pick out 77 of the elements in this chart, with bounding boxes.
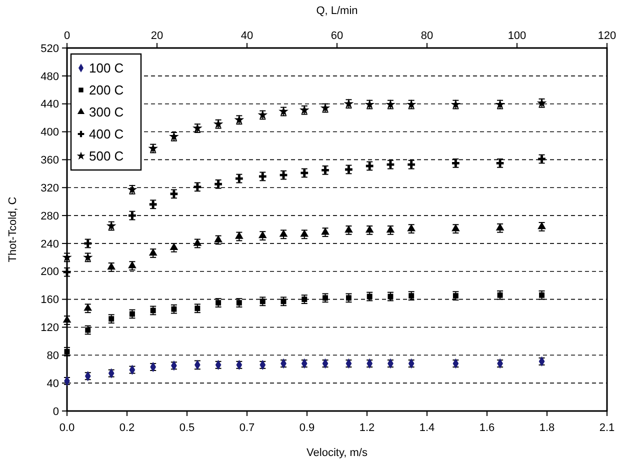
x2-axis-title: Q, L/min bbox=[316, 5, 358, 17]
x-tick-label: 1.4 bbox=[419, 422, 435, 434]
point bbox=[128, 260, 136, 268]
point bbox=[539, 292, 545, 298]
point bbox=[107, 262, 116, 270]
x-tick-label: 1.6 bbox=[479, 422, 495, 434]
legend-label: 300 C bbox=[89, 104, 124, 120]
point bbox=[280, 298, 286, 304]
point bbox=[321, 227, 330, 235]
point bbox=[171, 306, 177, 312]
point bbox=[497, 292, 503, 298]
point bbox=[216, 300, 222, 306]
point bbox=[85, 327, 91, 333]
x2-tick-label: 80 bbox=[420, 30, 434, 42]
y-tick-label: 160 bbox=[40, 294, 59, 306]
y-tick-label: 200 bbox=[40, 266, 59, 278]
point bbox=[452, 224, 460, 232]
point bbox=[64, 348, 70, 354]
point bbox=[258, 230, 267, 238]
x-tick-label: 0.2 bbox=[119, 422, 135, 434]
x-axis-title: Velocity, m/s bbox=[306, 447, 368, 459]
point bbox=[170, 242, 178, 250]
point bbox=[150, 308, 156, 314]
y-tick-label: 280 bbox=[40, 210, 59, 222]
point bbox=[214, 235, 222, 242]
y-tick-label: 0 bbox=[52, 406, 59, 418]
x-tick-label: 2.1 bbox=[599, 422, 615, 434]
y-tick-label: 360 bbox=[40, 154, 59, 167]
point bbox=[236, 300, 242, 306]
point bbox=[366, 294, 372, 300]
point bbox=[407, 224, 416, 232]
point bbox=[538, 222, 546, 230]
x2-tick-label: 60 bbox=[330, 30, 344, 42]
x2-tick-label: 120 bbox=[598, 30, 616, 42]
point bbox=[108, 316, 114, 322]
point bbox=[260, 298, 266, 304]
point bbox=[388, 294, 394, 300]
point bbox=[300, 230, 309, 237]
y-axis-title: Thot-Tcold, C bbox=[7, 196, 19, 262]
x-tick-label: 1.8 bbox=[539, 422, 555, 434]
y-tick-label: 80 bbox=[46, 350, 59, 362]
point bbox=[193, 238, 202, 246]
y-tick-label: 240 bbox=[40, 238, 59, 250]
y-tick-label: 520 bbox=[40, 42, 59, 55]
point bbox=[452, 293, 458, 299]
x2-tick-label: 20 bbox=[150, 30, 164, 42]
point bbox=[84, 304, 92, 311]
legend-label: 400 C bbox=[89, 126, 124, 142]
legend-label: 200 C bbox=[89, 82, 124, 98]
x2-tick-label: 0 bbox=[64, 30, 70, 42]
y-tick-label: 120 bbox=[40, 322, 59, 334]
legend-label: 100 C bbox=[89, 60, 124, 76]
y-tick-label: 440 bbox=[40, 98, 59, 111]
y-tick-label: 480 bbox=[40, 70, 59, 83]
y-tick-label: 40 bbox=[46, 378, 59, 390]
point bbox=[63, 268, 71, 276]
point bbox=[235, 232, 244, 239]
x-tick-label: 1.2 bbox=[359, 422, 375, 434]
x2-tick-label: 40 bbox=[240, 30, 254, 42]
x-tick-label: 0.0 bbox=[59, 422, 75, 434]
x-tick-label: 0.7 bbox=[239, 422, 255, 434]
legend-label: 500 C bbox=[89, 148, 124, 164]
point bbox=[408, 293, 414, 299]
point bbox=[129, 311, 135, 317]
point bbox=[194, 306, 200, 312]
point bbox=[344, 225, 353, 233]
point bbox=[365, 225, 374, 233]
x-tick-label: 0.5 bbox=[179, 422, 195, 434]
y-tick-label: 320 bbox=[40, 182, 59, 194]
x-tick-label: 0.9 bbox=[299, 422, 315, 434]
point bbox=[302, 296, 308, 302]
point bbox=[496, 223, 504, 231]
point bbox=[386, 225, 395, 233]
point bbox=[148, 248, 158, 256]
y-tick-label: 400 bbox=[40, 126, 59, 139]
x2-tick-label: 100 bbox=[508, 30, 526, 42]
point bbox=[279, 230, 288, 237]
